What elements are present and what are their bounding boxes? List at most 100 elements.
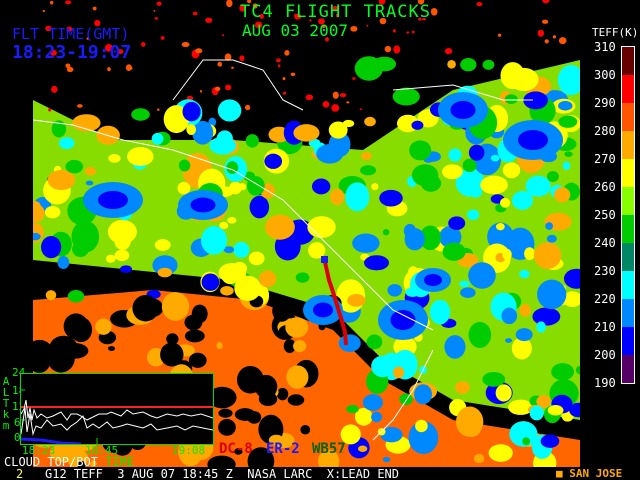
cloud-patch xyxy=(360,151,372,160)
cloud-patch xyxy=(283,339,296,354)
cloud-patch xyxy=(417,0,425,5)
cloud-patch xyxy=(287,394,305,406)
cloud-patch xyxy=(537,29,545,37)
cloud-patch xyxy=(544,39,549,44)
cloud-patch xyxy=(92,6,97,11)
cloud-patch xyxy=(325,37,330,42)
cloud-patch xyxy=(234,448,243,455)
cloud-patch xyxy=(392,366,405,379)
cloud-patch xyxy=(282,77,286,81)
cloud-patch xyxy=(95,318,112,335)
cloud-patch xyxy=(94,19,101,27)
y-tick-label: 18 xyxy=(12,384,26,397)
cloud-patch xyxy=(224,53,232,61)
cloud-patch xyxy=(346,101,350,104)
cloud-patch xyxy=(371,355,395,378)
cloud-patch xyxy=(563,268,580,289)
cloud-patch xyxy=(399,393,413,406)
cloud-patch xyxy=(33,339,54,370)
flight-time-label: FLT TIME(GMT) xyxy=(12,25,130,43)
cloud-patch xyxy=(141,42,146,47)
cloud-patch xyxy=(259,270,277,288)
cloud-patch xyxy=(524,247,535,261)
cloud-patch xyxy=(249,195,270,219)
cloud-patch xyxy=(308,242,326,259)
colorbar-label: 250 xyxy=(594,208,616,222)
cloud-patch xyxy=(468,262,496,289)
cloud-patch xyxy=(192,120,214,145)
cloud-patch xyxy=(371,411,383,423)
axis-letter: m xyxy=(2,419,10,432)
cloud-patch xyxy=(157,108,160,111)
cloud-patch xyxy=(217,99,242,122)
cloud-patch xyxy=(392,29,396,33)
cloud-patch xyxy=(77,460,86,467)
cloud-patch xyxy=(547,405,564,416)
cloud-patch xyxy=(469,186,483,198)
location-label: ■ SAN JOSE xyxy=(556,468,622,479)
cloud-patch xyxy=(460,58,477,72)
caption-cloud: CLOUD TOP/BOT xyxy=(4,455,98,469)
cloud-patch xyxy=(293,124,320,142)
cloud-patch xyxy=(328,131,351,158)
cold-cloud-core xyxy=(518,130,548,150)
cloud-patch xyxy=(218,418,236,436)
colorbar-segment xyxy=(622,299,634,327)
cloud-patch xyxy=(473,453,485,464)
cloud-patch xyxy=(392,87,420,106)
cloud-patch xyxy=(232,261,248,276)
cloud-patch xyxy=(264,153,283,169)
aircraft-dc8-label: DC-8 xyxy=(219,441,253,457)
cloud-patch xyxy=(359,108,363,111)
colorbar-label: 220 xyxy=(594,292,616,306)
cloud-patch xyxy=(455,406,484,437)
cloud-patch xyxy=(51,120,67,138)
colorbar-segment xyxy=(622,243,634,271)
cloud-patch xyxy=(382,229,390,236)
cloud-patch xyxy=(151,132,164,145)
cloud-patch xyxy=(542,0,550,4)
cloud-patch xyxy=(545,222,554,230)
cloud-patch xyxy=(384,45,392,53)
cloud-patch xyxy=(460,287,476,298)
axis-letter: A xyxy=(2,375,10,388)
cloud-patch xyxy=(290,72,296,76)
cloud-patch xyxy=(371,183,379,191)
aircraft-wb57-label: WB57 xyxy=(312,441,346,457)
cloud-patch xyxy=(495,384,512,402)
x-tick-label: 18:23 xyxy=(22,444,56,457)
cloud-patch xyxy=(362,394,383,411)
cloud-patch xyxy=(65,159,84,174)
cloud-patch xyxy=(338,334,361,352)
cloud-patch xyxy=(522,437,531,446)
cloud-patch xyxy=(502,162,521,179)
cloud-patch xyxy=(509,67,539,92)
cloud-patch xyxy=(214,86,221,92)
cloud-patch xyxy=(382,456,391,463)
cloud-patch xyxy=(77,104,83,108)
er2-position-marker xyxy=(321,256,328,263)
cloud-patch xyxy=(65,0,72,5)
axis-letter: k xyxy=(2,408,10,421)
cloud-patch xyxy=(552,35,557,39)
cloud-patch xyxy=(186,124,197,136)
cloud-patch xyxy=(252,3,258,9)
cloud-patch xyxy=(448,148,462,162)
cloud-patch xyxy=(499,197,511,208)
cloud-patch xyxy=(459,280,470,288)
cloud-patch xyxy=(511,190,534,210)
colorbar-segment xyxy=(622,271,634,299)
cloud-patch xyxy=(234,275,262,302)
cloud-patch xyxy=(468,321,492,348)
cloud-patch xyxy=(201,273,220,291)
cloud-patch xyxy=(523,91,548,110)
colorbar-label: 230 xyxy=(594,264,616,278)
cloud-patch xyxy=(496,223,505,231)
cloud-patch xyxy=(444,47,453,55)
cloud-patch xyxy=(482,371,506,387)
cloud-patch xyxy=(116,49,124,55)
cloud-patch xyxy=(300,425,311,435)
cloud-patch xyxy=(318,18,325,25)
cloud-patch xyxy=(234,408,256,421)
cloud-patch xyxy=(156,1,162,6)
